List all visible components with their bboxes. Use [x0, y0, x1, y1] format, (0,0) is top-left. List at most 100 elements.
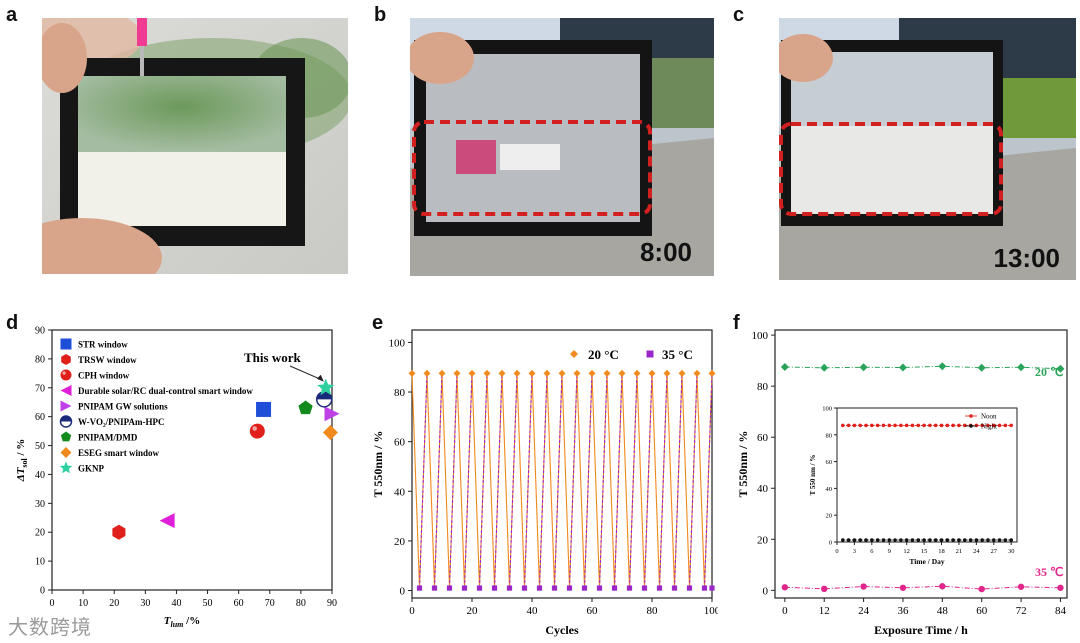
chart-f-point-35c	[781, 584, 789, 591]
chart-e-xtick-label: 60	[587, 605, 599, 617]
panel-letter-f: f	[733, 312, 740, 334]
chart-f-inset-point-noon	[962, 423, 967, 428]
chart-e-point-35c	[551, 585, 558, 591]
chart-d-xtick-label: 60	[234, 598, 244, 609]
chart-e-legend-label-35c: 35 °C	[662, 347, 693, 362]
chart-f-inset-ytick-label: 0	[829, 540, 832, 547]
chart-f-inset-xtick-label: 12	[903, 548, 910, 555]
chart-d-point	[298, 400, 313, 415]
chart-f-inset-point-noon	[864, 423, 868, 428]
chart-f-inset-point-night	[893, 538, 897, 542]
chart-e-ytick-label: 100	[389, 337, 406, 349]
chart-f-inset-point-noon	[846, 423, 851, 428]
chart-f-inset-ytick-label: 60	[826, 459, 833, 466]
chart-f-xtick-label: 72	[1016, 605, 1027, 617]
chart-e-point-35c	[671, 585, 678, 591]
chart-e-point-35c	[476, 585, 483, 591]
chart-d-legend-label: ESEG smart window	[78, 448, 160, 458]
chart-d-legend-marker	[60, 447, 72, 458]
chart-f-point-35c	[1017, 583, 1025, 590]
chart-d-legend-label: Durable solar/RC dual-control smart wind…	[78, 386, 253, 396]
chart-f-ytick-label: 20	[757, 534, 769, 546]
chart-e-point-20c	[453, 369, 461, 377]
chart-f-inset-xtick-label: 3	[853, 548, 856, 555]
chart-e-point-35c	[656, 585, 663, 591]
chart-e-xtick-label: 100	[704, 605, 718, 617]
chart-f-xtick-label: 12	[819, 605, 830, 617]
chart-f-inset-point-night	[910, 538, 915, 542]
chart-e-point-20c	[408, 369, 416, 377]
chart-d-point-half	[316, 391, 332, 400]
chart-f-ytick-label: 80	[757, 381, 769, 393]
chart-f-series-line-1	[784, 585, 1061, 590]
chart-e-point-20c	[633, 369, 641, 377]
chart-e-ytick-label: 0	[400, 586, 406, 598]
chart-d-performance-comparison: 0 10 20 30 40 50 60 70 80 90 0 10 20 30 40 50 60 70 80 90 Tl…	[15, 326, 340, 627]
chart-d-legend-label: PNIPAM/DMD	[78, 433, 138, 443]
chart-e-xtick-label: 40	[527, 605, 539, 617]
chart-e-point-20c	[603, 369, 611, 377]
chart-e-frame	[411, 329, 713, 599]
chart-e-point-35c	[431, 585, 438, 591]
chart-d-annotation: This work	[244, 350, 301, 365]
chart-d-point-highlight	[252, 426, 257, 431]
chart-f-ytick-label: 60	[757, 432, 769, 444]
chart-f-inset-point-noon	[933, 423, 938, 428]
chart-d-ytick-label: 70	[35, 383, 45, 394]
chart-e-ytick-label: 60	[394, 437, 406, 449]
chart-e-series-20c-line	[411, 373, 713, 589]
chart-e-point-20c	[558, 369, 566, 377]
chart-f-point-20c	[859, 363, 868, 372]
chart-d-ytick-label: 60	[35, 412, 45, 423]
chart-e-point-35c	[416, 585, 423, 591]
photo-c-window-noon: 13:00	[779, 18, 1076, 280]
chart-f-ylabel: T 550nm / %	[736, 431, 750, 498]
chart-d-point	[159, 513, 175, 529]
chart-f-inset-point-noon	[887, 423, 892, 428]
chart-f-point-35c	[821, 585, 828, 593]
chart-f-inset-point-noon	[974, 423, 979, 428]
chart-e-point-35c	[521, 585, 528, 591]
chart-f-inset-point-noon	[922, 423, 926, 428]
chart-f-point-20c	[977, 363, 986, 372]
chart-e-point-20c	[663, 369, 671, 377]
chart-f-point-35c	[860, 583, 867, 590]
chart-f-series-label-20c: 20 ℃	[1035, 365, 1063, 379]
chart-f-inset-point-night	[980, 538, 984, 542]
chart-f-inset-point-noon	[957, 423, 961, 428]
chart-e-legend-marker-20c	[570, 350, 578, 358]
chart-d-xtick-label: 0	[50, 598, 55, 609]
chart-f-inset-xlabel: Time / Day	[909, 557, 945, 566]
chart-e-ytick-label: 20	[394, 536, 406, 548]
chart-f-point-20c	[1056, 364, 1065, 373]
chart-f-inset-legend-marker	[969, 424, 973, 428]
chart-f-inset-point-night	[870, 538, 874, 542]
chart-d-xtick-label: 70	[265, 598, 275, 609]
chart-f-inset-xtick-label: 24	[973, 548, 980, 555]
chart-e-point-35c	[596, 585, 603, 591]
chart-e-point-35c	[581, 585, 588, 591]
photo-c-drawing	[779, 18, 1076, 280]
chart-f-xlabel: Exposure Time / h	[874, 623, 968, 637]
chart-f-inset-point-noon	[986, 423, 990, 428]
chart-e-xlabel: Cycles	[545, 623, 579, 637]
chart-e-point-20c	[708, 369, 716, 377]
chart-e-point-35c	[611, 585, 618, 591]
panel-letter-e: e	[372, 312, 384, 334]
chart-f-inset-point-noon	[899, 423, 903, 428]
chart-f-series-label-35c: 35 ℃	[1035, 565, 1063, 579]
chart-d-ytick-label: 10	[35, 557, 45, 568]
chart-f-inset-point-night	[974, 538, 979, 542]
chart-f-ytick-label: 40	[757, 483, 769, 495]
photo-b-drawing	[410, 18, 714, 276]
chart-d-xtick-label: 40	[171, 598, 181, 609]
chart-f-inset-xtick-label: 18	[938, 548, 945, 555]
chart-d-legend-marker	[59, 461, 73, 474]
chart-e-point-20c	[468, 369, 476, 377]
chart-e-point-20c	[648, 369, 656, 377]
chart-d-legend-marker	[61, 354, 71, 365]
chart-f-inset-point-night	[846, 538, 851, 542]
chart-f-inset-point-night	[962, 538, 967, 542]
chart-f-inset-point-night	[922, 538, 926, 542]
chart-f-point-20c	[938, 362, 947, 371]
